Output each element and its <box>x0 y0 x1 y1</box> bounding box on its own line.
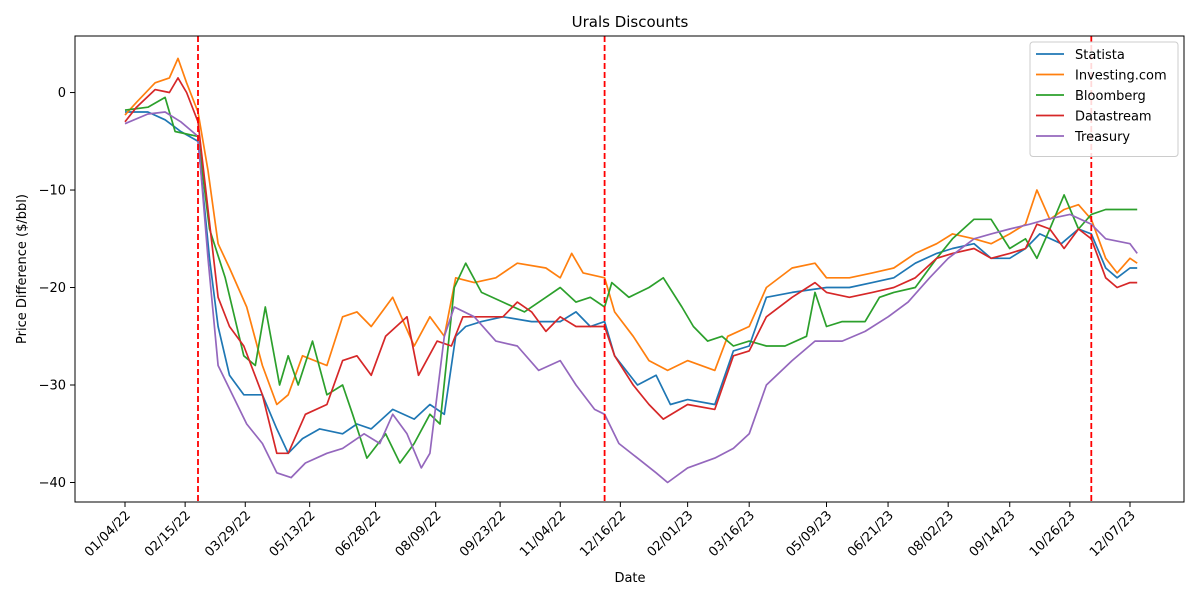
x-tick-label: 03/29/22 <box>202 508 254 560</box>
y-tick-label: −10 <box>39 184 66 199</box>
legend: Statista Investing.com Bloomberg Datastream… <box>1029 41 1179 157</box>
legend-label: Investing.com <box>1075 69 1167 84</box>
series-layer <box>124 57 1138 484</box>
series-line-datastream <box>124 77 1138 455</box>
legend-box <box>1029 41 1179 157</box>
series-line-investing-com <box>124 57 1138 406</box>
x-tick-label: 02/15/22 <box>142 508 194 560</box>
y-tick-label: −20 <box>39 281 66 296</box>
y-axis-title: Price Difference ($/bbl) <box>15 194 30 344</box>
series-line-statista <box>125 111 1138 455</box>
series-line-treasury <box>124 111 1138 484</box>
x-tick-label: 05/09/23 <box>783 508 835 560</box>
x-axis: 01/04/22 02/15/22 03/29/22 05/13/22 06/28/22… <box>82 502 1139 560</box>
x-axis-title: Date <box>614 571 645 586</box>
x-tick-label: 11/04/22 <box>517 508 569 560</box>
legend-label: Datastream <box>1075 110 1152 125</box>
legend-label: Statista <box>1075 48 1125 63</box>
x-tick-label: 09/23/22 <box>457 508 509 560</box>
x-tick-label: 10/26/23 <box>1027 508 1079 560</box>
x-tick-label: 01/04/22 <box>82 508 134 560</box>
x-tick-label: 08/02/23 <box>905 508 957 560</box>
x-tick-label: 08/09/22 <box>393 508 445 560</box>
x-tick-label: 06/28/22 <box>332 508 384 560</box>
chart-title: Urals Discounts <box>572 13 689 31</box>
y-tick-label: 0 <box>58 86 66 101</box>
x-tick-label: 06/21/23 <box>845 508 897 560</box>
y-tick-label: −40 <box>39 476 66 491</box>
series-line-bloomberg <box>124 96 1138 464</box>
legend-label: Bloomberg <box>1075 89 1146 104</box>
y-axis: 0 −10 −20 −30 −40 <box>39 86 75 491</box>
x-tick-label: 05/13/22 <box>267 508 319 560</box>
plot-frame <box>74 35 1185 503</box>
x-tick-label: 02/01/23 <box>645 508 697 560</box>
x-tick-label: 12/07/23 <box>1087 508 1139 560</box>
y-tick-label: −30 <box>39 379 66 394</box>
x-tick-label: 03/16/23 <box>706 508 758 560</box>
x-tick-label: 09/14/23 <box>967 508 1019 560</box>
x-tick-label: 12/16/22 <box>577 508 629 560</box>
legend-label: Treasury <box>1074 130 1130 145</box>
